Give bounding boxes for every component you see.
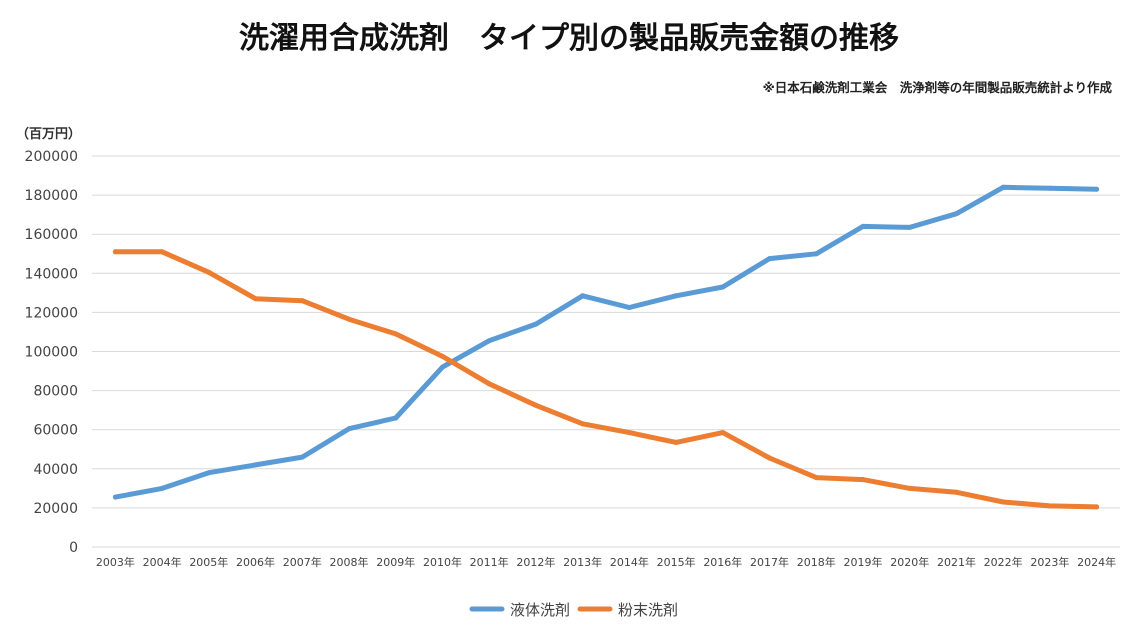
gridlines <box>92 155 1120 548</box>
data-point <box>580 293 586 299</box>
data-point <box>1094 186 1100 192</box>
data-point <box>253 296 259 302</box>
data-point <box>159 485 165 491</box>
data-point <box>1000 184 1006 190</box>
y-tick-label: 40000 <box>33 462 78 478</box>
data-point <box>253 462 259 468</box>
data-point <box>486 381 492 387</box>
data-point <box>439 364 445 370</box>
x-tick-label: 2005年 <box>189 555 228 569</box>
x-tick-label: 2014年 <box>610 555 649 569</box>
x-tick-label: 2007年 <box>283 555 322 569</box>
y-tick-label: 80000 <box>33 384 78 400</box>
legend-label: 液体洗剤 <box>510 601 570 619</box>
y-tick-label: 180000 <box>25 188 78 204</box>
data-point <box>299 298 305 304</box>
chart-source-note: ※日本石鹸洗剤工業会 洗浄剤等の年間製品販売統計より作成 <box>763 80 1113 95</box>
data-point <box>533 321 539 327</box>
y-tick-label: 160000 <box>25 227 78 243</box>
y-tick-label: 200000 <box>25 149 78 165</box>
x-axis-ticks: 2003年 2004年 2005年 2006年 2007年 2008年 2009年 2010年… <box>96 555 1116 569</box>
data-point <box>533 402 539 408</box>
data-point <box>346 316 352 322</box>
data-point <box>953 489 959 495</box>
x-tick-label: 2008年 <box>330 555 369 569</box>
data-point <box>953 211 959 217</box>
data-point <box>720 284 726 290</box>
y-tick-label: 0 <box>69 540 78 556</box>
x-tick-label: 2003年 <box>96 555 135 569</box>
data-point <box>112 494 118 500</box>
x-tick-label: 2016年 <box>703 555 742 569</box>
y-tick-label: 140000 <box>25 266 78 282</box>
x-tick-label: 2017年 <box>750 555 789 569</box>
data-point <box>299 454 305 460</box>
data-point <box>813 475 819 481</box>
x-tick-label: 2006年 <box>236 555 275 569</box>
data-point <box>720 430 726 436</box>
data-point <box>486 338 492 344</box>
x-tick-label: 2012年 <box>516 555 555 569</box>
x-tick-label: 2013年 <box>563 555 602 569</box>
series-line-2 <box>112 249 1100 510</box>
x-tick-label: 2021年 <box>937 555 976 569</box>
data-point <box>907 224 913 230</box>
y-tick-label: 60000 <box>33 423 78 439</box>
x-tick-label: 2024年 <box>1077 555 1116 569</box>
y-tick-label: 120000 <box>25 305 78 321</box>
data-point <box>1094 504 1100 510</box>
data-point <box>626 305 632 311</box>
x-tick-label: 2011年 <box>470 555 509 569</box>
data-point <box>1047 503 1053 509</box>
data-point <box>393 331 399 337</box>
data-point <box>767 256 773 262</box>
x-tick-label: 2015年 <box>657 555 696 569</box>
series-line-1 <box>112 184 1100 500</box>
data-point <box>159 249 165 255</box>
series-lines <box>112 184 1100 510</box>
data-point <box>767 455 773 461</box>
data-point <box>813 251 819 257</box>
data-point <box>860 477 866 483</box>
data-point <box>393 415 399 421</box>
y-tick-label: 20000 <box>33 501 78 517</box>
data-point <box>673 439 679 445</box>
data-point <box>580 421 586 427</box>
data-point <box>206 269 212 275</box>
chart-title: 洗濯用合成洗剤 タイプ別の製品販売金額の推移 <box>239 21 899 56</box>
x-tick-label: 2019年 <box>844 555 883 569</box>
x-tick-label: 2022年 <box>984 555 1023 569</box>
data-point <box>1047 185 1053 191</box>
x-tick-label: 2018年 <box>797 555 836 569</box>
x-tick-label: 2023年 <box>1030 555 1069 569</box>
y-axis-ticks: 0 20000 40000 60000 80000 100000 120000 140000 1… <box>25 149 78 556</box>
y-axis-unit-label: （百万円） <box>16 126 81 142</box>
data-point <box>346 426 352 432</box>
data-point <box>626 430 632 436</box>
x-tick-label: 2020年 <box>890 555 929 569</box>
legend-label: 粉末洗剤 <box>618 601 678 619</box>
data-point <box>206 470 212 476</box>
data-point <box>860 223 866 229</box>
legend: 液体洗剤 粉末洗剤 <box>469 601 678 619</box>
x-tick-label: 2004年 <box>143 555 182 569</box>
data-point <box>907 485 913 491</box>
data-point <box>1000 499 1006 505</box>
data-point <box>439 353 445 359</box>
x-tick-label: 2010年 <box>423 555 462 569</box>
x-tick-label: 2009年 <box>376 555 415 569</box>
data-point <box>673 293 679 299</box>
data-point <box>112 249 118 255</box>
y-tick-label: 100000 <box>25 345 78 361</box>
